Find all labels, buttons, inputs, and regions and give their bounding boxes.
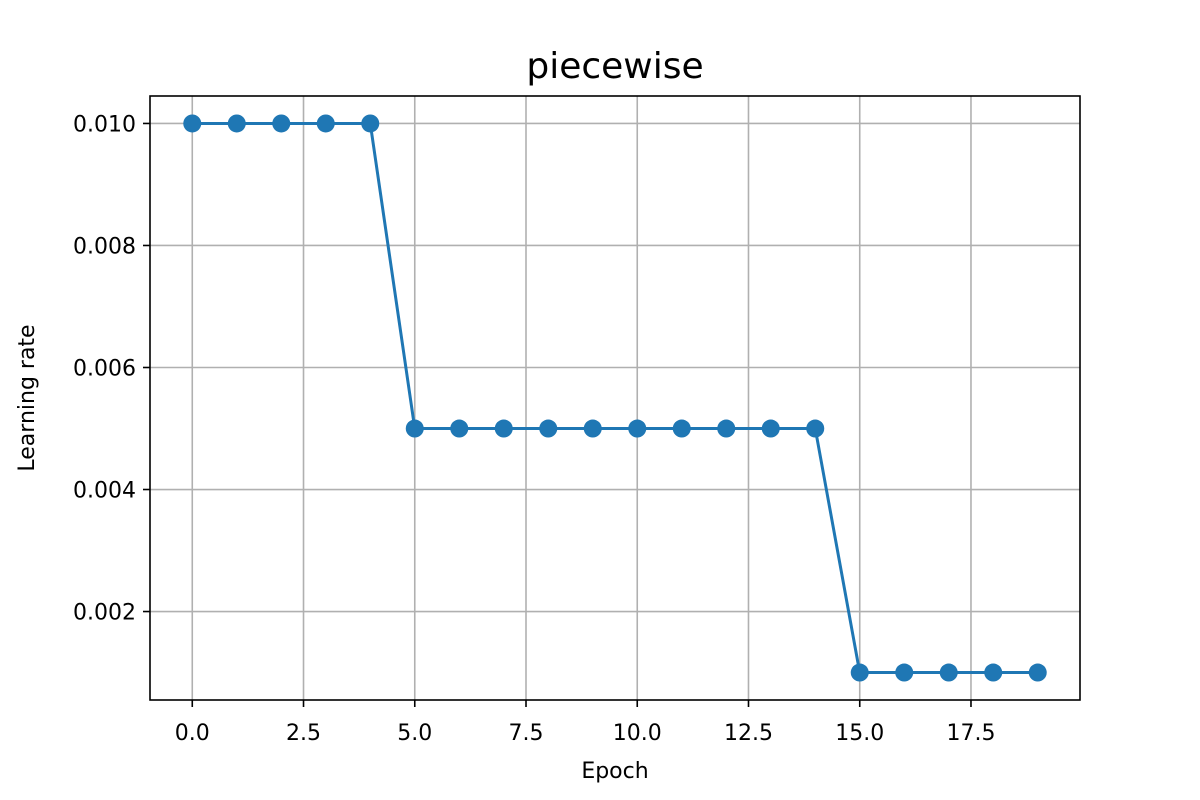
y-tick-label: 0.002: [73, 601, 136, 626]
data-point: [806, 419, 825, 438]
data-point: [583, 419, 602, 438]
series-line: [192, 121, 1038, 675]
data-point: [717, 419, 736, 438]
x-tick-label: 12.5: [724, 721, 773, 746]
data-point: [761, 419, 780, 438]
data-point: [672, 419, 691, 438]
data-point: [628, 419, 647, 438]
data-point: [1028, 663, 1047, 682]
x-tick-label: 7.5: [509, 721, 544, 746]
data-point: [183, 114, 202, 133]
y-tick-label: 0.004: [73, 479, 136, 504]
data-point: [405, 419, 424, 438]
data-point: [227, 114, 246, 133]
y-tick-label: 0.006: [73, 356, 136, 381]
x-axis-label: Epoch: [581, 759, 648, 784]
data-point: [272, 114, 291, 133]
data-point: [850, 663, 869, 682]
data-point: [984, 663, 1003, 682]
data-point: [361, 114, 380, 133]
data-point: [316, 114, 335, 133]
series-layer: [183, 114, 1047, 682]
chart-title: piecewise: [526, 46, 703, 87]
x-tick-label: 2.5: [286, 721, 321, 746]
y-axis-ticks: 0.002 0.004 0.006 0.008 0.010: [73, 112, 150, 626]
data-point: [494, 419, 513, 438]
y-tick-label: 0.010: [73, 112, 136, 137]
data-point: [895, 663, 914, 682]
y-tick-label: 0.008: [73, 234, 136, 259]
x-tick-label: 10.0: [613, 721, 662, 746]
axes-frame: [149, 95, 1081, 701]
grid: [150, 96, 1080, 700]
x-tick-label: 5.0: [397, 721, 432, 746]
x-tick-label: 0.0: [175, 721, 210, 746]
data-point: [450, 419, 469, 438]
x-tick-label: 15.0: [835, 721, 884, 746]
data-point: [539, 419, 558, 438]
data-point: [939, 663, 958, 682]
x-tick-label: 17.5: [946, 721, 995, 746]
y-axis-label: Learning rate: [15, 324, 40, 471]
x-axis-ticks: 0.0 2.5 5.0 7.5 10.0 12.5 15.0 17.5: [175, 700, 995, 746]
